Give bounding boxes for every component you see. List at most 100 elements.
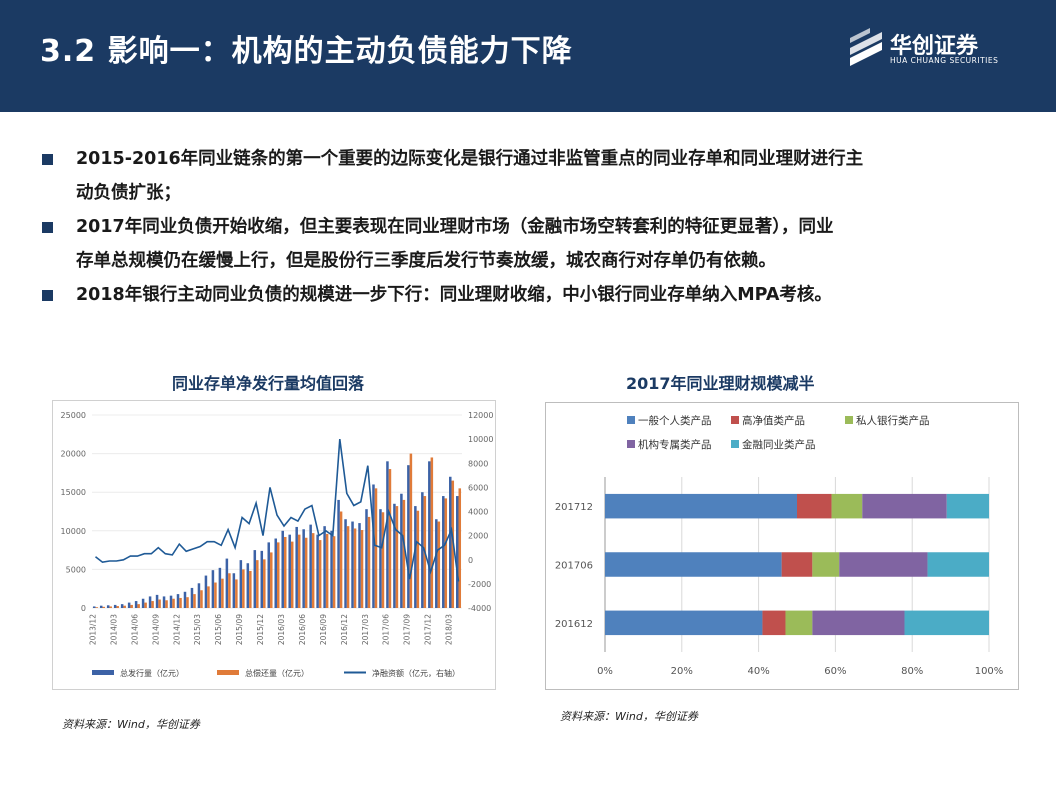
x-tick-label: 60% [824, 666, 846, 677]
bar-repayment [277, 542, 280, 608]
bar-issuance [127, 602, 131, 608]
bullet-item-3: 2018年银行主动同业负债的规模进一步下行：同业理财收缩，中小银行同业存单纳入M… [40, 278, 1030, 312]
bar-repayment [214, 582, 217, 608]
legend-swatch [845, 416, 853, 424]
bar-repayment [207, 586, 210, 608]
bar-repayment [458, 488, 462, 608]
bar-issuance [358, 523, 361, 608]
bar-issuance [337, 499, 340, 608]
legend-label: 机构专属类产品 [638, 438, 712, 451]
left-chart-source: 资料来源：Wind，华创证券 [62, 718, 200, 731]
x-tick-label: 2015/09 [235, 614, 244, 645]
bar-repayment [116, 606, 119, 608]
bar-repayment [339, 511, 343, 608]
y-right-tick-label: 12000 [468, 411, 493, 420]
bar-repayment [367, 516, 371, 608]
bar-issuance [295, 526, 298, 608]
bar-issuance [400, 493, 403, 608]
x-tick-label: 2013/12 [88, 614, 97, 645]
bar-repayment [158, 599, 161, 608]
left-chart-svg: 0 5000 10000 15000 20000 25000 -4000 -2000 0 2000… [52, 400, 496, 690]
bar-repayment [186, 597, 189, 608]
bar-issuance [92, 606, 96, 608]
bar-repayment [346, 526, 350, 608]
bar-issuance [274, 538, 277, 608]
stacked-bar-segment [862, 493, 947, 519]
x-tick-label: 2014/12 [172, 614, 181, 645]
y-right-tick-label: 4000 [468, 508, 488, 517]
bar-issuance [386, 461, 389, 608]
logo-text-cn: 华创证券 [890, 34, 979, 59]
bullet-list: 2015-2016年同业链条的第一个重要的边际变化是银行通过非监管重点的同业存单… [40, 142, 1030, 312]
bullet-text-line: 2017年同业负债开始收缩，但主要表现在同业理财市场（金融市场空转套利的特征更显… [76, 217, 834, 237]
bar-repayment [311, 533, 315, 608]
bar-repayment [109, 606, 112, 608]
stacked-bar-segment [927, 552, 989, 577]
x-tick-label: 2015/03 [193, 614, 202, 645]
right-chart-title: 2017年同业理财规模减半 [626, 374, 815, 393]
bar-issuance [183, 591, 187, 608]
bar-issuance [176, 594, 180, 608]
x-tick-label: 100% [975, 666, 1004, 677]
bar-issuance [99, 605, 103, 608]
stacked-bar-segment [781, 552, 813, 577]
bullet-text-line: 2018年银行主动同业负债的规模进一步下行：同业理财收缩，中小银行同业存单纳入M… [76, 285, 832, 305]
bar-issuance [260, 550, 264, 608]
bar-repayment [228, 573, 231, 608]
x-tick-label: 2014/09 [151, 614, 160, 645]
y-right-tick-label: 6000 [468, 483, 488, 492]
y-left-tick-label: 10000 [61, 527, 86, 536]
bar-repayment [381, 512, 385, 608]
bar-repayment [270, 552, 273, 608]
x-tick-label: 2015/12 [256, 614, 265, 645]
bar-issuance [204, 575, 208, 608]
bar-issuance [407, 465, 410, 608]
x-tick-label: 2014/03 [109, 614, 118, 645]
stacked-bar-segment [797, 493, 832, 519]
y-right-tick-label: 0 [468, 556, 473, 565]
bar-repayment [144, 602, 147, 608]
bar-issuance [162, 596, 166, 608]
bar-issuance [211, 570, 215, 608]
bar-repayment [95, 607, 99, 608]
bar-repayment [437, 521, 441, 608]
x-tick-label: 2017/12 [424, 614, 433, 645]
bar-repayment [256, 560, 259, 608]
x-tick-label: 2016/06 [298, 614, 307, 645]
bar-issuance [155, 594, 159, 608]
bullet-text-line: 2015-2016年同业链条的第一个重要的边际变化是银行通过非监管重点的同业存单… [76, 149, 864, 169]
bar-issuance [113, 604, 117, 608]
bar-issuance [309, 524, 312, 608]
bar-issuance [449, 476, 452, 608]
bar-repayment [402, 499, 406, 608]
bar-repayment [263, 559, 266, 608]
x-tick-label: 2018/03 [445, 614, 454, 645]
bullet-square-icon [42, 222, 53, 233]
bar-repayment [151, 601, 154, 608]
stacked-bar-segment [785, 610, 813, 636]
bar-issuance [379, 509, 382, 608]
legend-swatch [627, 440, 635, 448]
bar-issuance [414, 506, 417, 608]
legend-label: 高净值类产品 [742, 414, 805, 427]
y-left-tick-label: 25000 [61, 411, 86, 420]
bar-repayment [416, 510, 420, 608]
bullet-item-2: 2017年同业负债开始收缩，但主要表现在同业理财市场（金融市场空转套利的特征更显… [40, 210, 1030, 278]
bar-issuance [393, 503, 396, 608]
bar-repayment [325, 533, 329, 608]
y-left-tick-label: 0 [81, 604, 86, 613]
right-chart-source: 资料来源：Wind，华创证券 [560, 710, 698, 723]
bar-repayment [137, 604, 140, 608]
y-category-label: 201712 [555, 502, 593, 513]
x-tick-label: 2016/09 [319, 614, 328, 645]
right-chart-svg: 0% 20% 40% 60% 80% 100% 201712 201706 201612 一般个人… [545, 402, 1019, 690]
y-left-tick-label: 5000 [66, 565, 86, 574]
bullet-square-icon [42, 290, 53, 301]
bar-repayment [200, 590, 203, 608]
bar-repayment [297, 534, 301, 608]
bar-issuance [267, 542, 271, 608]
bar-repayment [235, 579, 238, 608]
bar-issuance [421, 492, 424, 608]
stacked-bar-segment [839, 552, 928, 577]
bar-repayment [388, 469, 392, 608]
